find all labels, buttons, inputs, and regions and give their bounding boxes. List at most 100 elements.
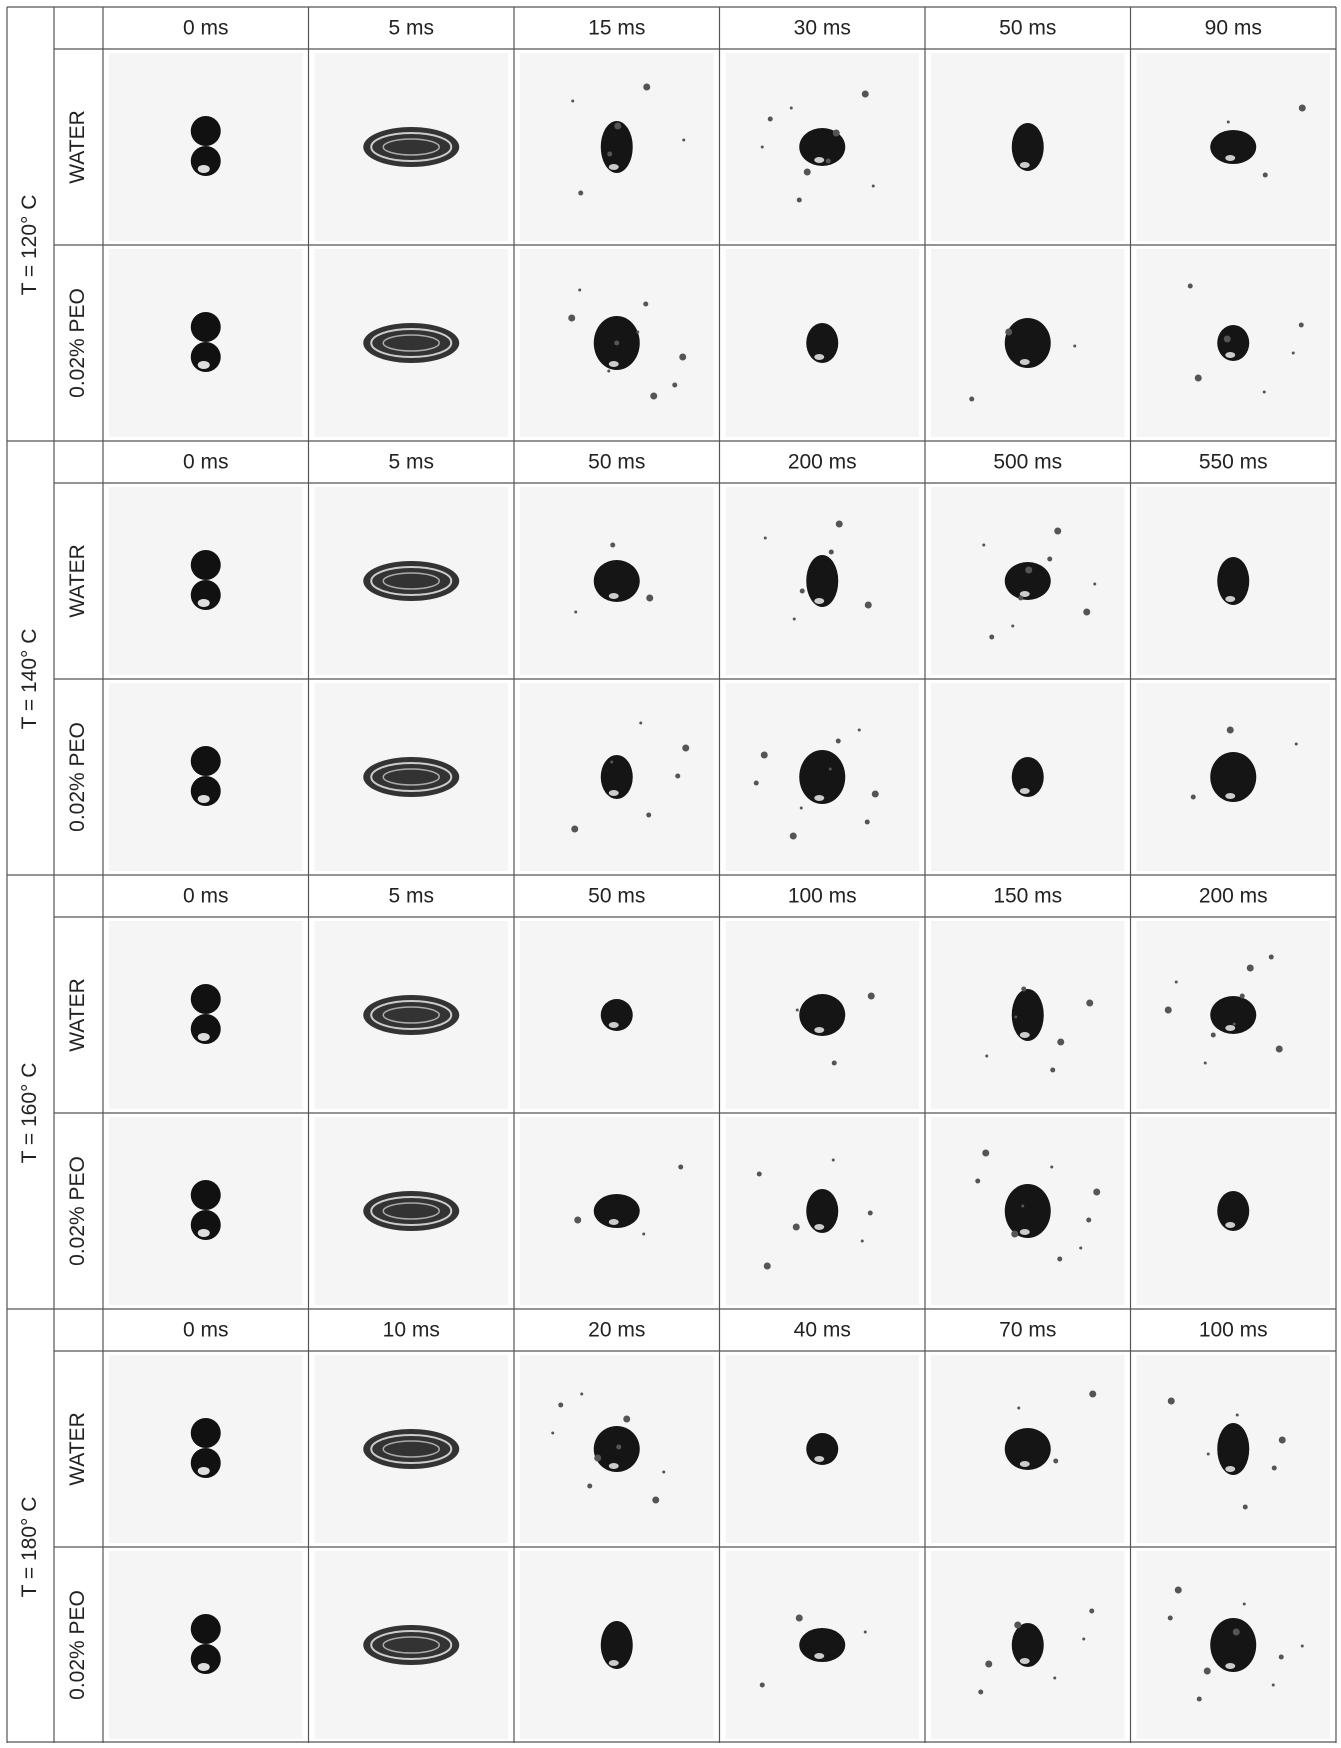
highlight: [198, 1467, 210, 1475]
highlight: [198, 599, 210, 607]
spray: [1272, 1466, 1277, 1471]
spray: [832, 1159, 835, 1162]
spray: [1292, 352, 1295, 355]
spray: [764, 1263, 771, 1270]
time-label: 0 ms: [183, 17, 229, 40]
spray: [650, 393, 657, 400]
spray: [675, 774, 680, 779]
spray: [1011, 1231, 1018, 1238]
spray: [616, 1445, 621, 1450]
group: T = 140° C0 ms5 ms50 ms200 ms500 ms550 m…: [7, 441, 1336, 875]
time-label: 100 ms: [788, 885, 857, 908]
drop: [191, 550, 221, 580]
spray: [1188, 284, 1193, 289]
row-label: WATER: [66, 978, 89, 1052]
highlight: [1225, 155, 1235, 161]
time-label: 70 ms: [999, 1319, 1056, 1342]
highlight: [1020, 162, 1030, 168]
highlight: [198, 1033, 210, 1041]
spray: [790, 833, 797, 840]
spray: [642, 1233, 645, 1236]
spray: [1263, 391, 1266, 394]
spray: [826, 159, 831, 164]
highlight: [609, 164, 619, 170]
spray: [610, 761, 613, 764]
spray: [754, 781, 759, 786]
spray: [1082, 1638, 1085, 1641]
group: T = 180° C0 ms10 ms20 ms40 ms70 ms100 ms…: [7, 1309, 1336, 1743]
spray: [1014, 1622, 1021, 1629]
spray: [1269, 955, 1274, 960]
spray: [865, 820, 870, 825]
spray: [1017, 1407, 1020, 1410]
spray: [1299, 323, 1304, 328]
drop: [191, 984, 221, 1014]
spray: [1191, 795, 1196, 800]
highlight: [609, 593, 619, 599]
figure-grid: T = 120° C0 ms5 ms15 ms30 ms50 ms90 msWA…: [0, 0, 1341, 1743]
spray: [636, 331, 639, 334]
spray: [1053, 1459, 1058, 1464]
time-label: 150 ms: [993, 885, 1062, 908]
spray: [1018, 596, 1023, 601]
row-label: WATER: [66, 544, 89, 618]
spray: [682, 139, 685, 142]
highlight: [609, 1022, 619, 1028]
spray: [1204, 1668, 1211, 1675]
highlight: [1020, 359, 1030, 365]
highlight: [814, 1653, 824, 1659]
highlight: [814, 1224, 824, 1230]
spray: [872, 185, 875, 188]
time-label: 200 ms: [1199, 885, 1268, 908]
spray: [1168, 1616, 1173, 1621]
drop: [191, 116, 221, 146]
spray: [1175, 1587, 1182, 1594]
spray: [1243, 1603, 1246, 1606]
spray: [1263, 173, 1268, 178]
spray: [1057, 1257, 1062, 1262]
spray: [978, 1690, 983, 1695]
time-label: 50 ms: [588, 885, 645, 908]
spray: [1227, 727, 1234, 734]
spray: [1195, 375, 1202, 382]
time-label: 50 ms: [588, 451, 645, 474]
spray: [578, 289, 581, 292]
spray: [1093, 583, 1096, 586]
highlight: [814, 1027, 824, 1033]
spray: [1086, 1218, 1091, 1223]
spray: [969, 397, 974, 402]
highlight: [1020, 1658, 1030, 1664]
spray: [829, 550, 834, 555]
highlight: [814, 795, 824, 801]
spray: [800, 589, 805, 594]
spray: [574, 611, 577, 614]
spray: [1247, 965, 1254, 972]
spray: [797, 198, 802, 203]
time-label: 90 ms: [1205, 17, 1262, 40]
spray: [1211, 1033, 1216, 1038]
spray: [587, 1484, 592, 1489]
spray: [757, 1172, 762, 1177]
spray: [1168, 1398, 1175, 1405]
highlight: [609, 1219, 619, 1225]
spray: [760, 1683, 765, 1688]
spray: [558, 1403, 563, 1408]
spray: [646, 813, 651, 818]
spray: [1054, 528, 1061, 535]
spray: [1021, 987, 1026, 992]
time-label: 50 ms: [999, 17, 1056, 40]
spray: [1279, 1437, 1286, 1444]
spray: [610, 543, 615, 548]
spray: [790, 107, 793, 110]
highlight: [814, 354, 824, 360]
spray: [864, 1631, 867, 1634]
spray: [682, 745, 689, 752]
time-label: 0 ms: [183, 451, 229, 474]
spray: [836, 739, 841, 744]
drop: [191, 1418, 221, 1448]
highlight: [814, 157, 824, 163]
highlight: [1020, 1229, 1030, 1235]
highlight: [1225, 1663, 1235, 1669]
spray: [643, 302, 648, 307]
